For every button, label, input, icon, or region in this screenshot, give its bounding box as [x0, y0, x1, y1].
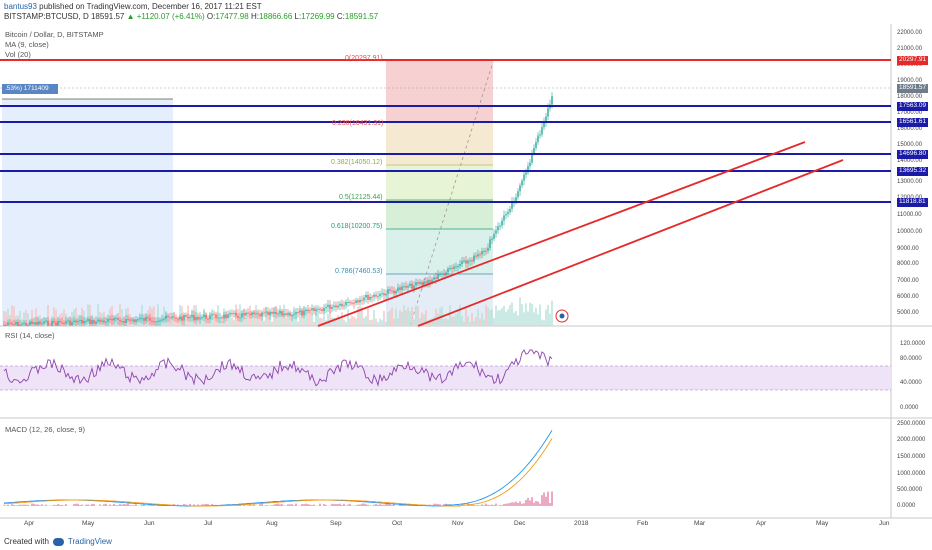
price-axis-label: 18000.00 — [897, 94, 923, 100]
symbol-label[interactable]: BITSTAMP:BTCUSD, D — [4, 12, 89, 21]
rsi-axis-label: 40.0000 — [900, 380, 922, 386]
time-axis-label: Jun — [144, 520, 155, 527]
fib-level-label: 0.786(7460.53) — [335, 268, 383, 275]
time-axis-label: 2018 — [574, 520, 589, 527]
price-axis-label: 10000.00 — [897, 229, 923, 235]
price-axis-label: 22000.00 — [897, 30, 923, 36]
time-axis-label: May — [816, 520, 829, 527]
tradingview-logo-icon — [52, 537, 64, 546]
price-axis-label: 19000.00 — [897, 78, 923, 84]
created-with-text: Created with — [4, 537, 49, 546]
horizontal-levels[interactable] — [0, 59, 891, 203]
fib-level-label: 0.382(14050.12) — [331, 159, 383, 166]
low-label: L: — [294, 12, 302, 21]
macd-axis-label: 2000.0000 — [897, 437, 926, 443]
fib-level-label: 0.5(12125.44) — [339, 194, 383, 201]
author-link[interactable]: bantus93 — [4, 2, 37, 11]
fib-level-label: 0.236(16431.31) — [332, 120, 384, 127]
rsi-legend[interactable]: RSI (14, close) — [5, 331, 55, 340]
time-axis-label: Feb — [637, 520, 649, 527]
time-axis-label: May — [82, 520, 95, 527]
measure-badge: .53%) 1711409 — [2, 84, 58, 94]
price-axis-label: 21000.00 — [897, 46, 923, 52]
footer: Created with TradingView — [0, 534, 932, 550]
open-label: O: — [206, 12, 216, 21]
time-axis-label: Aug — [266, 520, 278, 527]
macd-axis-label: 0.0000 — [897, 503, 916, 509]
time-axis-label: Apr — [24, 520, 35, 527]
rsi-axis-label: 0.0000 — [900, 405, 919, 411]
close-label: C: — [336, 12, 345, 21]
high-value: 18866.66 — [258, 12, 293, 21]
series-legend-title[interactable]: Bitcoin / Dollar, D, BITSTAMP — [5, 30, 104, 39]
time-axis-label: Mar — [694, 520, 706, 527]
price-change: ▲ +1120.07 (+6.41%) — [126, 12, 205, 21]
open-value: 17477.98 — [215, 12, 249, 21]
macd-pane[interactable] — [3, 430, 553, 507]
rsi-axis-label: 120.0000 — [900, 341, 926, 347]
tradingview-brand[interactable]: TradingView — [67, 537, 112, 546]
time-axis-label: Apr — [756, 520, 767, 527]
publish-info: published on TradingView.com, December 1… — [39, 2, 262, 11]
price-axis-label: 13000.00 — [897, 179, 923, 185]
last-price: 18591.57 — [90, 12, 125, 21]
price-axis-label: 11000.00 — [897, 212, 922, 218]
channel-upper-trendline[interactable] — [317, 141, 806, 327]
low-value: 17269.99 — [301, 12, 335, 21]
price-axis-label: 9000.00 — [897, 246, 919, 252]
price-level-tag: 18591.57 — [897, 84, 929, 93]
price-level-tag: 14696.80 — [897, 150, 929, 159]
macd-axis-label: 1500.0000 — [897, 454, 926, 460]
macd-histogram — [3, 491, 553, 506]
ohlc-row: BITSTAMP:BTCUSD, D 18591.57 ▲ +1120.07 (… — [4, 12, 932, 22]
ascending-channel[interactable] — [317, 141, 844, 327]
price-axis-label: 7000.00 — [897, 278, 919, 284]
macd-axis-label: 1000.0000 — [897, 471, 926, 477]
price-level-tag: 11818.81 — [897, 198, 928, 207]
volume-legend[interactable]: Vol (20) — [5, 50, 31, 59]
time-axis-label: Nov — [452, 520, 464, 527]
rsi-pane[interactable] — [0, 349, 891, 391]
price-axis-label: 14000.00 — [897, 158, 923, 164]
chart-header: bantus93 published on TradingView.com, D… — [0, 0, 932, 24]
time-axis-label: Dec — [514, 520, 526, 527]
fib-level-label: 0.618(10200.75) — [331, 223, 383, 230]
price-axis-label: 5000.00 — [897, 310, 919, 316]
macd-axis-label: 2500.0000 — [897, 421, 926, 427]
high-label: H: — [250, 12, 259, 21]
price-candles[interactable] — [3, 92, 553, 326]
macd-axis-label: 500.0000 — [897, 487, 923, 493]
time-axis-label: Jun — [879, 520, 890, 527]
time-axis-label: Oct — [392, 520, 403, 527]
price-axis-label: 6000.00 — [897, 294, 919, 300]
fib-level-label: 0(20297.91) — [345, 55, 383, 62]
channel-lower-trendline[interactable] — [417, 159, 844, 327]
time-axis-label: Jul — [204, 520, 213, 527]
macd-legend[interactable]: MACD (12, 26, close, 9) — [5, 425, 86, 434]
price-level-tag: 16561.61 — [897, 118, 929, 127]
macd-signal-line — [3, 438, 553, 507]
price-level-tag: 17563.09 — [897, 102, 929, 111]
time-axis-label: Sep — [330, 520, 342, 527]
ma-legend[interactable]: MA (9, close) — [5, 40, 49, 49]
price-level-tag: 13695.32 — [897, 167, 929, 176]
price-axis-label: 20000.00 — [897, 62, 923, 68]
price-axis-label: 15000.00 — [897, 142, 923, 148]
price-axis-label: 16000.00 — [897, 126, 923, 132]
price-axis-label: 17000.00 — [897, 110, 923, 116]
date-range-measure-region[interactable] — [2, 99, 173, 326]
price-level-tag: 20297.91 — [897, 56, 929, 65]
macd-line — [3, 430, 553, 507]
close-value: 18591.57 — [344, 12, 379, 21]
price-axis-label: 8000.00 — [897, 261, 919, 267]
rsi-axis-label: 80.0000 — [900, 356, 922, 362]
dividends-events-marker[interactable] — [555, 309, 569, 323]
rsi-line — [3, 349, 553, 387]
